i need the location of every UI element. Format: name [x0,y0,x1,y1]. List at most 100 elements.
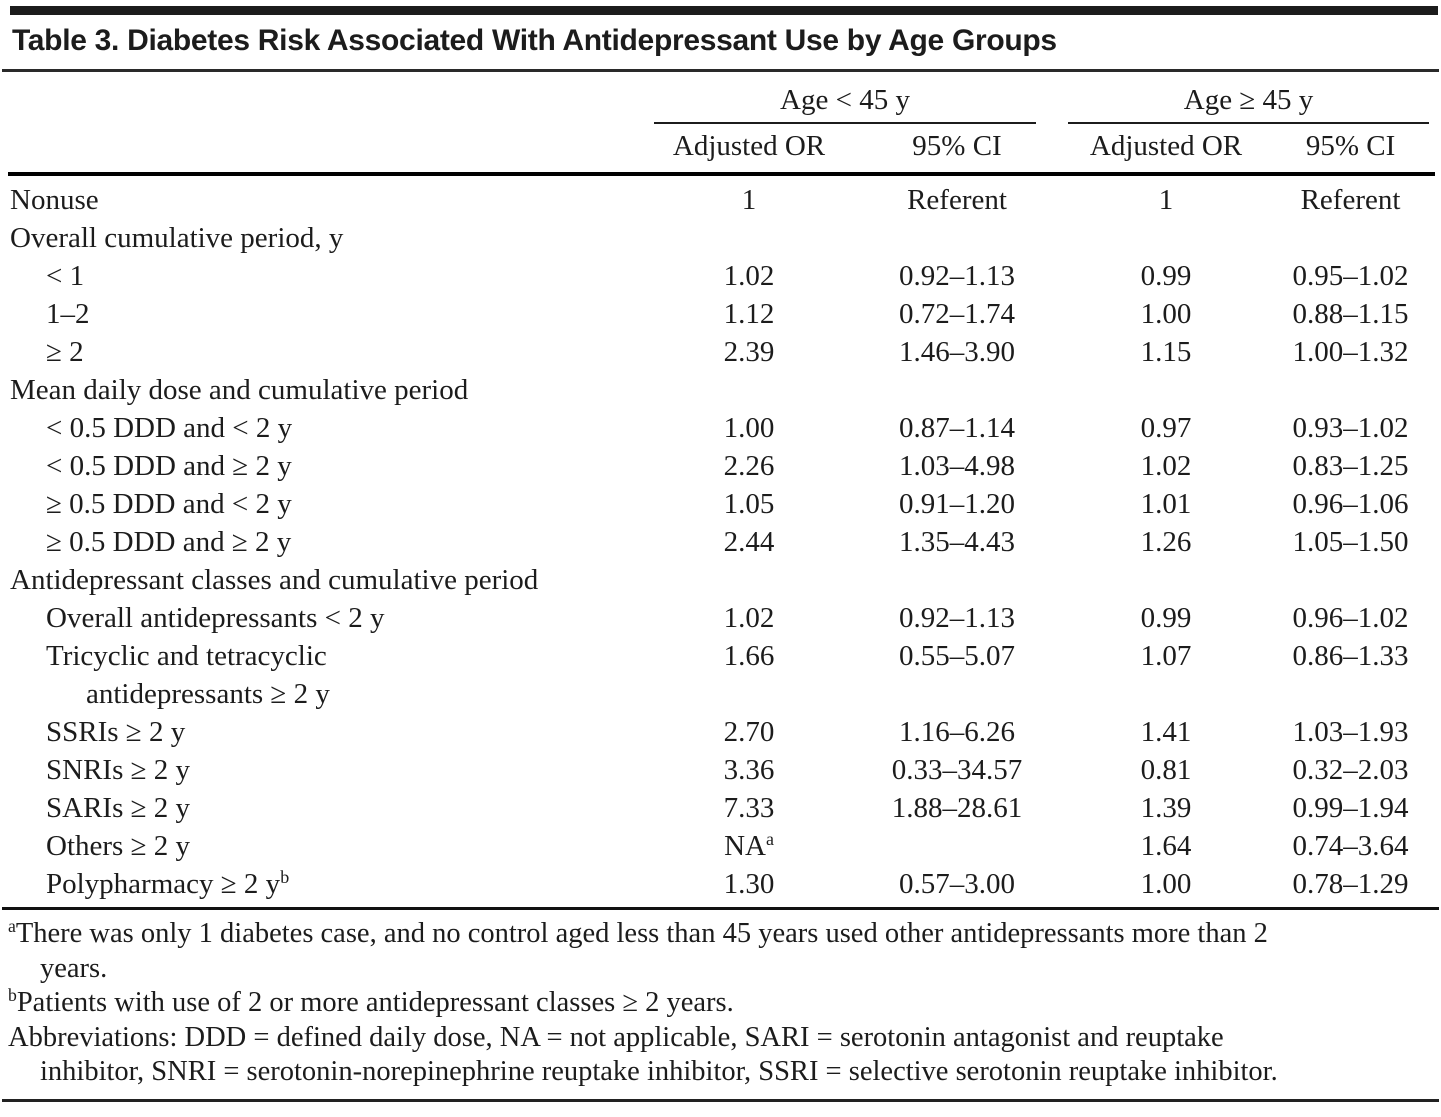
cell-value [1066,371,1266,409]
cell-value: 0.74–3.64 [1292,830,1409,862]
cell-value: 1.07 [1140,640,1192,672]
cell-value: 0.32–2.03 [1292,754,1409,786]
row-label: ≥ 0.5 DDD and < 2 y [46,488,292,520]
cell-value: 0.93–1.02 [1292,412,1409,444]
cell-value: 0.91–1.20 [899,488,1015,520]
col-header-95ci-1: 95% CI [848,124,1067,176]
cell-value: 1.02 [723,602,775,634]
table-row: Antidepressant classes and cumulative pe… [8,561,1435,599]
table-title: Table 3. Diabetes Risk Associated With A… [12,24,1057,57]
row-label: < 0.5 DDD and ≥ 2 y [46,450,292,482]
cell-value: 1.03–1.93 [1292,716,1409,748]
row-label: Mean daily dose and cumulative period [10,374,469,406]
table-row: ≥ 0.5 DDD and < 2 y 1.05 0.91–1.20 1.01 0.96… [8,485,1435,523]
cell-value: 0.57–3.00 [899,868,1015,900]
cell-value: 1.12 [723,298,775,330]
cell-value: 7.33 [723,792,775,824]
table-row: Polypharmacy ≥ 2 yb 1.30 0.57–3.00 1.00 0.78… [8,865,1435,907]
cell-value [650,561,848,599]
cell-value [1266,219,1435,257]
cell-value: 1.01 [1140,488,1192,520]
table-row: Overall cumulative period, y [8,219,1435,257]
col-header-95ci-2: 95% CI [1266,124,1436,176]
row-label: < 1 [46,260,85,292]
row-label: Antidepressant classes and cumulative pe… [10,564,539,596]
footnote: Abbreviations: DDD = defined daily dose,… [8,1021,1278,1088]
footnote: bPatients with use of 2 or more antidepr… [8,985,734,1018]
col-header-adjusted-or-2: Adjusted OR [1066,124,1267,176]
title-rule [2,69,1439,72]
cell-value: 0.55–5.07 [899,640,1015,672]
row-label: SARIs ≥ 2 y [46,792,191,824]
column-group-row: Age < 45 y Age ≥ 45 y [8,82,1435,124]
table-row: Others ≥ 2 y NAa 1.64 0.74–3.64 [8,827,1435,865]
row-label: Nonuse [10,184,99,216]
cell-value: 1.02 [723,260,775,292]
row-label: Polypharmacy ≥ 2 yb [46,867,290,900]
cell-value: NAa [724,829,774,862]
table-row: Overall antidepressants < 2 y 1.02 0.92–1.… [8,599,1435,637]
cell-value: 1.00 [1140,868,1192,900]
cell-value [848,561,1066,599]
cell-value: 0.87–1.14 [899,412,1015,444]
table-body: Nonuse 1 Referent 1 Referent Overall cumulati… [8,174,1435,907]
diabetes-risk-table: Age < 45 y Age ≥ 45 y Adjusted OR 95% CI… [8,82,1436,907]
cell-value: 1.46–3.90 [899,336,1015,368]
cell-value: 0.81 [1140,754,1192,786]
cell-value: 2.39 [723,336,775,368]
table-row: SSRIs ≥ 2 y 2.70 1.16–6.26 1.41 1.03–1.93 [8,713,1435,751]
cell-value [650,219,848,257]
column-group-label: Age ≥ 45 y [1068,82,1430,124]
col-header-adjusted-or-1: Adjusted OR [650,124,848,176]
row-label-continuation: antidepressants ≥ 2 y [86,678,330,710]
column-group-label: Age < 45 y [654,82,1037,124]
cell-value: 2.70 [723,716,775,748]
cell-value: 0.96–1.06 [1292,488,1409,520]
cell-value: 1.39 [1140,792,1192,824]
table-row: < 1 1.02 0.92–1.13 0.99 0.95–1.02 [8,257,1435,295]
column-group-age-ge-45: Age ≥ 45 y [1066,82,1435,124]
cell-value: 0.95–1.02 [1292,260,1409,292]
cell-value: 0.78–1.29 [1292,868,1409,900]
footnotes-section: aThere was only 1 diabetes case, and no … [8,917,1322,1090]
row-label: ≥ 0.5 DDD and ≥ 2 y [46,526,292,558]
cell-value: 0.99–1.94 [1292,792,1409,824]
cell-value: 0.88–1.15 [1292,298,1409,330]
row-label: Others ≥ 2 y [46,830,190,862]
row-label: Tricyclic and tetracyclic antidepressants… [8,637,650,713]
cell-value: 1.02 [1140,450,1192,482]
sub-header-row: Adjusted OR 95% CI Adjusted OR 95% CI [8,124,1436,176]
cell-value: 1.03–4.98 [899,450,1015,482]
cell-value [848,827,1066,865]
cell-value: 0.99 [1140,260,1192,292]
row-label: Overall antidepressants < 2 y [46,602,385,634]
cell-value: 0.33–34.57 [891,754,1023,786]
column-group-age-lt-45: Age < 45 y [650,82,1066,124]
cell-value: Referent [1300,184,1401,216]
cell-value: 1.35–4.43 [899,526,1015,558]
table-row: ≥ 0.5 DDD and ≥ 2 y 2.44 1.35–4.43 1.26 1.05… [8,523,1435,561]
cell-value: 0.92–1.13 [899,602,1015,634]
table-row: SARIs ≥ 2 y 7.33 1.88–28.61 1.39 0.99–1.94 [8,789,1435,827]
cell-value [1266,371,1435,409]
cell-value: 0.72–1.74 [899,298,1015,330]
cell-value: 1.88–28.61 [891,792,1023,824]
cell-value [650,371,848,409]
cell-value: 1.16–6.26 [899,716,1015,748]
cell-value: 3.36 [723,754,775,786]
paper-table-page: Table 3. Diabetes Risk Associated With A… [0,6,1441,1117]
table-row: ≥ 2 2.39 1.46–3.90 1.15 1.00–1.32 [8,333,1435,371]
cell-value: 0.86–1.33 [1292,640,1409,672]
empty-header-cell [8,82,650,124]
cell-value [1066,219,1266,257]
table-row: Nonuse 1 Referent 1 Referent [8,174,1435,219]
cell-value: 1.26 [1140,526,1192,558]
cell-value: 1.05 [723,488,775,520]
cell-value: 1.05–1.50 [1292,526,1409,558]
table-row: < 0.5 DDD and < 2 y 1.00 0.87–1.14 0.97 0.93… [8,409,1435,447]
table-row: SNRIs ≥ 2 y 3.36 0.33–34.57 0.81 0.32–2.03 [8,751,1435,789]
cell-value: 1 [1158,184,1174,216]
cell-value: 0.97 [1140,412,1192,444]
cell-value: 1.00–1.32 [1292,336,1409,368]
cell-value: 1.15 [1140,336,1192,368]
